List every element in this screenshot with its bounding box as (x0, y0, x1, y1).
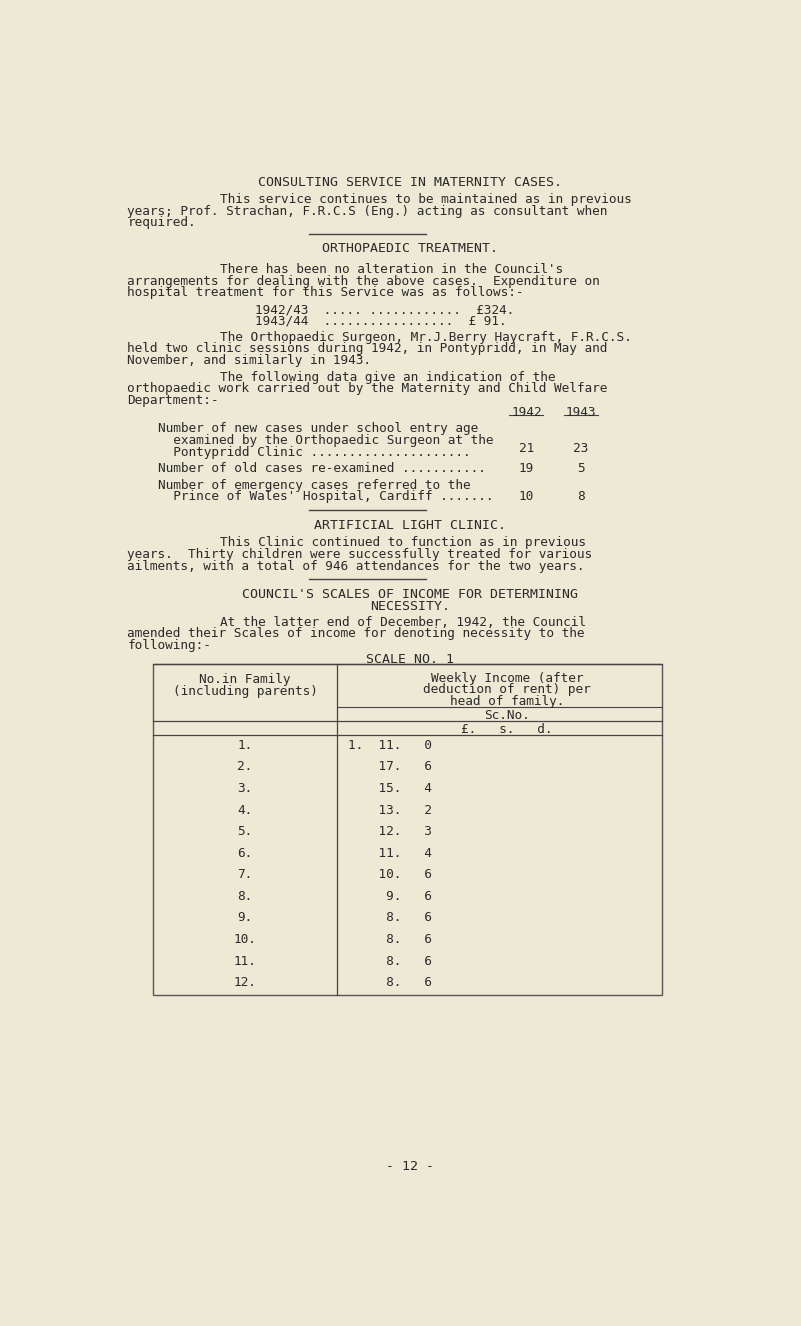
Text: 12.: 12. (234, 976, 256, 989)
Text: 10.: 10. (234, 934, 256, 945)
Text: Number of old cases re-examined ...........: Number of old cases re-examined ........… (159, 461, 486, 475)
Text: November, and similarly in 1943.: November, and similarly in 1943. (127, 354, 371, 367)
Text: 5: 5 (577, 461, 585, 475)
Text: arrangements for dealing with the above cases.  Expenditure on: arrangements for dealing with the above … (127, 274, 600, 288)
Text: 9.: 9. (237, 911, 252, 924)
Text: 10.   6: 10. 6 (348, 869, 432, 882)
Text: 1943/44  .................  £ 91.: 1943/44 ................. £ 91. (256, 314, 507, 328)
Text: Number of emergency cases referred to the: Number of emergency cases referred to th… (159, 479, 471, 492)
Text: This service continues to be maintained as in previous: This service continues to be maintained … (220, 194, 632, 206)
Text: Sc.No.: Sc.No. (484, 709, 530, 721)
Text: 7.: 7. (237, 869, 252, 882)
Text: Pontypridd Clinic .....................: Pontypridd Clinic ..................... (159, 446, 471, 459)
Text: 23: 23 (573, 443, 588, 455)
Text: 8.: 8. (237, 890, 252, 903)
Text: following:-: following:- (127, 639, 211, 652)
Text: 9.   6: 9. 6 (348, 890, 432, 903)
Text: Prince of Wales' Hospital, Cardiff .......: Prince of Wales' Hospital, Cardiff .....… (159, 491, 493, 504)
Text: 3.: 3. (237, 782, 252, 796)
Text: ailments, with a total of 946 attendances for the two years.: ailments, with a total of 946 attendance… (127, 560, 585, 573)
Text: 11.: 11. (234, 955, 256, 968)
Text: 15.   4: 15. 4 (348, 782, 432, 796)
Text: 19: 19 (519, 461, 534, 475)
Text: 8.   6: 8. 6 (348, 955, 432, 968)
Text: SCALE NO. 1: SCALE NO. 1 (366, 652, 454, 666)
Text: Weekly Income (after: Weekly Income (after (431, 672, 583, 686)
Text: 2.: 2. (237, 761, 252, 773)
Text: COUNCIL'S SCALES OF INCOME FOR DETERMINING: COUNCIL'S SCALES OF INCOME FOR DETERMINI… (242, 587, 578, 601)
Text: £.   s.   d.: £. s. d. (461, 723, 553, 736)
Text: At the latter end of December, 1942, the Council: At the latter end of December, 1942, the… (220, 615, 586, 629)
Text: 21: 21 (519, 443, 534, 455)
Text: amended their Scales of income for denoting necessity to the: amended their Scales of income for denot… (127, 627, 585, 640)
Text: examined by the Orthopaedic Surgeon at the: examined by the Orthopaedic Surgeon at t… (159, 434, 493, 447)
Text: 10: 10 (519, 491, 534, 504)
Text: 5.: 5. (237, 825, 252, 838)
Text: 11.   4: 11. 4 (348, 847, 432, 859)
Text: NECESSITY.: NECESSITY. (370, 599, 450, 613)
Text: orthopaedic work carried out by the Maternity and Child Welfare: orthopaedic work carried out by the Mate… (127, 382, 608, 395)
Text: 8.   6: 8. 6 (348, 911, 432, 924)
Text: 8.   6: 8. 6 (348, 976, 432, 989)
Text: 1.  11.   0: 1. 11. 0 (348, 739, 432, 752)
Text: This Clinic continued to function as in previous: This Clinic continued to function as in … (220, 537, 586, 549)
Text: Department:-: Department:- (127, 394, 219, 407)
Text: 6.: 6. (237, 847, 252, 859)
Text: 8.   6: 8. 6 (348, 934, 432, 945)
Text: 4.: 4. (237, 804, 252, 817)
Text: 1942: 1942 (511, 406, 541, 419)
Text: Number of new cases under school entry age: Number of new cases under school entry a… (159, 423, 478, 435)
Text: years.  Thirty children were successfully treated for various: years. Thirty children were successfully… (127, 548, 593, 561)
Text: The following data give an indication of the: The following data give an indication of… (220, 371, 556, 383)
Text: required.: required. (127, 216, 196, 229)
Text: deduction of rent) per: deduction of rent) per (423, 683, 591, 696)
Text: 1943: 1943 (566, 406, 596, 419)
Text: 1942/43  ..... ............  £324.: 1942/43 ..... ............ £324. (256, 304, 514, 316)
Bar (153, 664, 662, 994)
Text: - 12 -: - 12 - (386, 1160, 434, 1174)
Text: 12.   3: 12. 3 (348, 825, 432, 838)
Text: 17.   6: 17. 6 (348, 761, 432, 773)
Text: ARTIFICIAL LIGHT CLINIC.: ARTIFICIAL LIGHT CLINIC. (314, 520, 506, 533)
Text: The Orthopaedic Surgeon, Mr.J.Berry Haycraft, F.R.C.S.: The Orthopaedic Surgeon, Mr.J.Berry Hayc… (220, 330, 632, 343)
Text: years; Prof. Strachan, F.R.C.S (Eng.) acting as consultant when: years; Prof. Strachan, F.R.C.S (Eng.) ac… (127, 204, 608, 217)
Text: ORTHOPAEDIC TREATMENT.: ORTHOPAEDIC TREATMENT. (322, 243, 498, 256)
Text: head of family.: head of family. (450, 695, 564, 708)
Text: 8: 8 (577, 491, 585, 504)
Text: No.in Family: No.in Family (199, 674, 291, 687)
Text: (including parents): (including parents) (172, 686, 317, 697)
Text: 1.: 1. (237, 739, 252, 752)
Text: 13.   2: 13. 2 (348, 804, 432, 817)
Text: held two clinic sessions during 1942, in Pontypridd, in May and: held two clinic sessions during 1942, in… (127, 342, 608, 355)
Text: hospital treatment for this Service was as follows:-: hospital treatment for this Service was … (127, 286, 524, 300)
Text: CONSULTING SERVICE IN MATERNITY CASES.: CONSULTING SERVICE IN MATERNITY CASES. (258, 176, 562, 190)
Text: There has been no alteration in the Council's: There has been no alteration in the Coun… (220, 263, 563, 276)
